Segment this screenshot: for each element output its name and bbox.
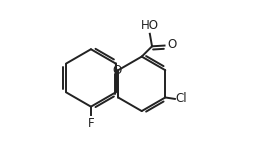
Text: O: O <box>167 38 177 51</box>
Text: Cl: Cl <box>176 92 187 105</box>
Text: HO: HO <box>141 19 159 32</box>
Text: F: F <box>88 117 94 130</box>
Text: O: O <box>112 64 122 77</box>
